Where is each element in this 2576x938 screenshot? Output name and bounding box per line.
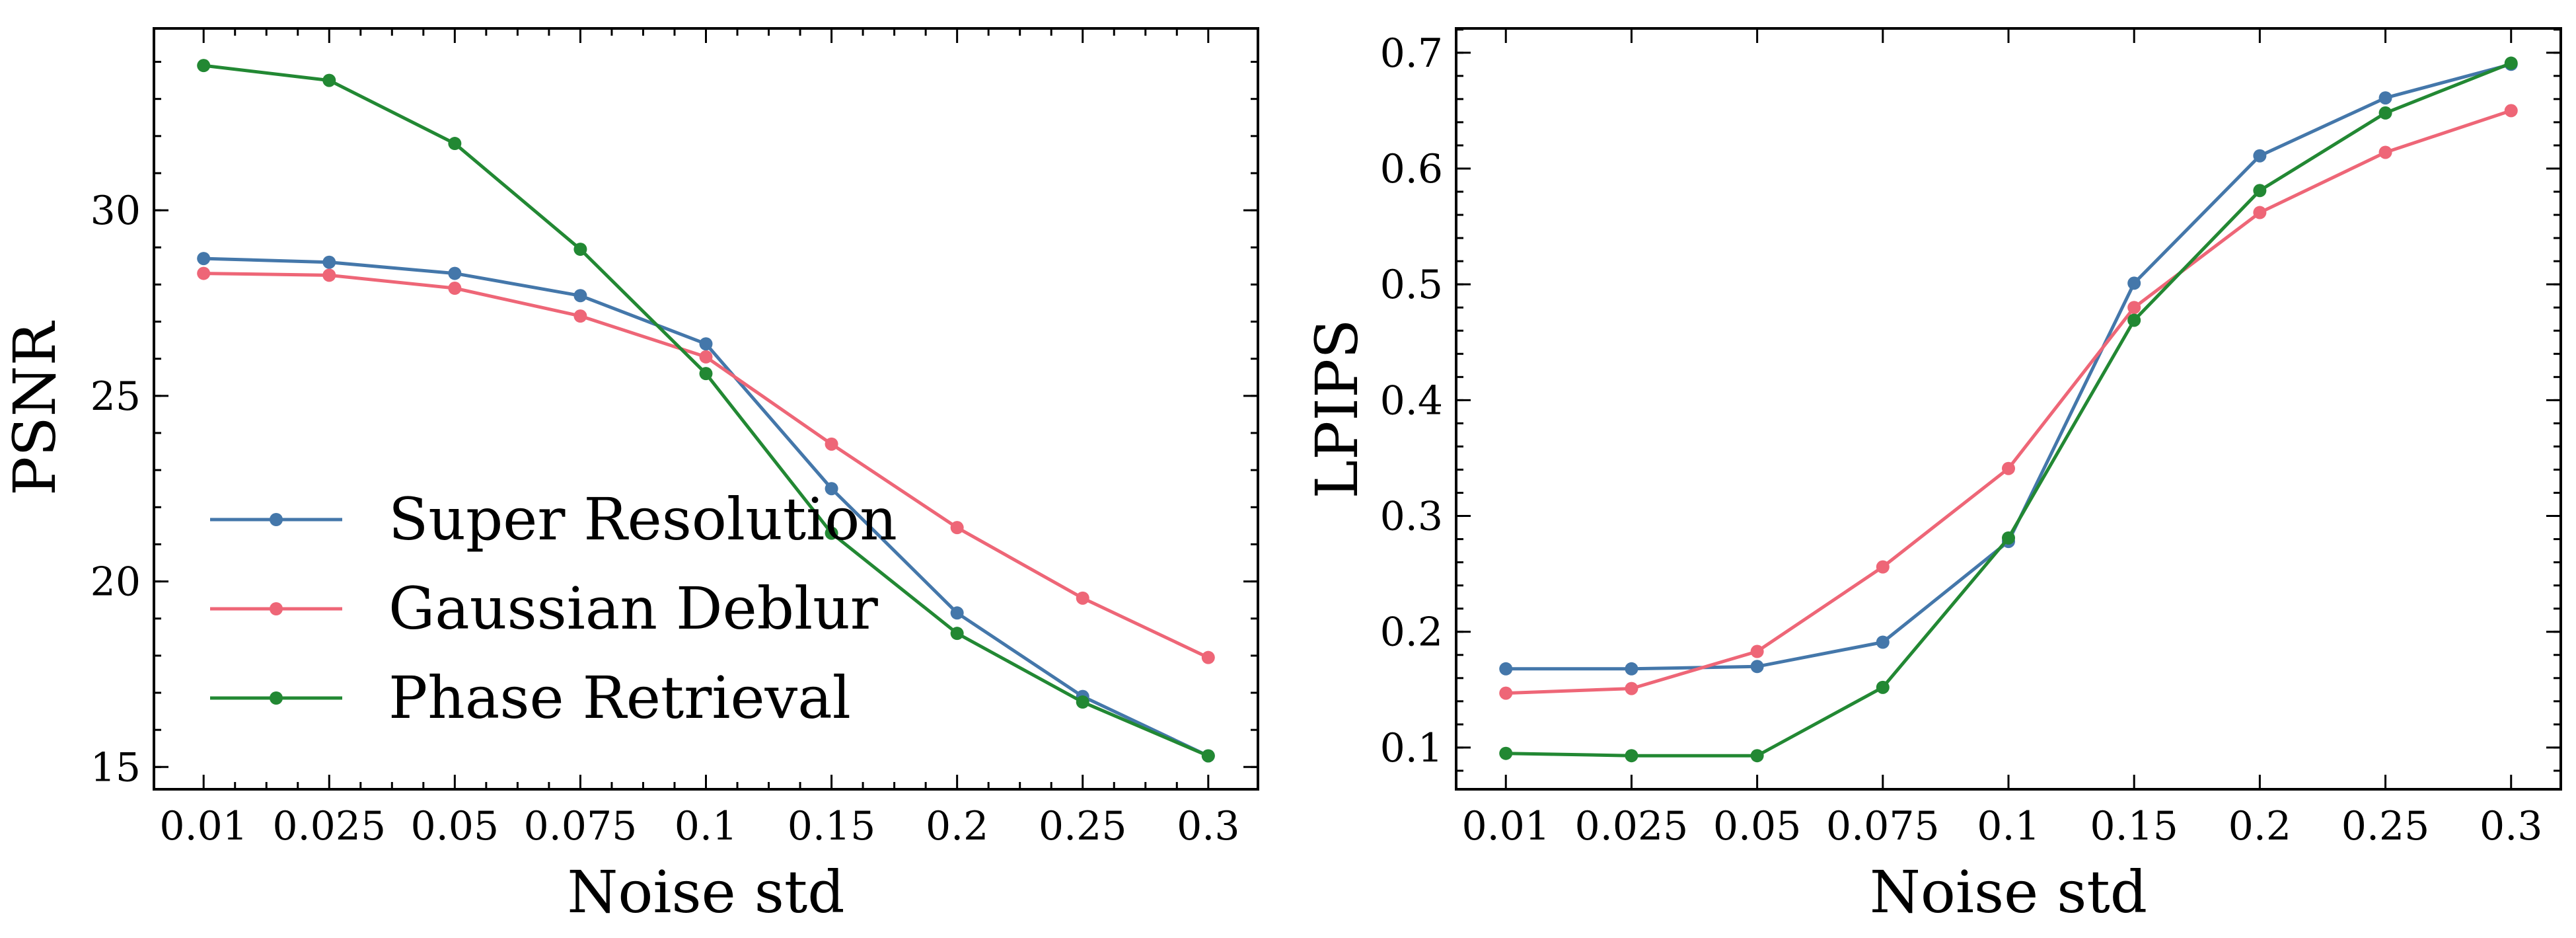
data-point <box>2253 149 2267 163</box>
data-point <box>322 255 336 269</box>
data-point <box>2253 184 2267 198</box>
data-point <box>197 59 211 73</box>
legend: Super Resolution Gaussian Deblur Phase Ret… <box>210 485 897 732</box>
series-line-3 <box>203 63 1209 758</box>
data-point <box>1876 635 1890 649</box>
data-point <box>197 252 211 266</box>
x-tick-label: 0.2 <box>2228 803 2291 849</box>
series-line-2 <box>1506 109 2512 695</box>
x-tick-label: 0.3 <box>1177 803 1239 849</box>
y-tick-label: 25 <box>91 373 141 420</box>
data-point <box>573 289 587 303</box>
y-tick-label: 30 <box>91 188 141 234</box>
data-point <box>448 266 462 280</box>
data-point <box>1076 591 1089 605</box>
data-point <box>950 627 964 641</box>
y-tick-label: 0.1 <box>1380 725 1443 771</box>
data-point <box>1625 662 1638 676</box>
data-point <box>2378 106 2392 120</box>
data-point <box>1625 682 1638 695</box>
data-point <box>448 282 462 295</box>
data-point <box>1750 660 1764 674</box>
x-tick-label: 0.05 <box>1713 803 1802 849</box>
x-tick-label: 0.1 <box>675 803 737 849</box>
x-tick-label: 0.15 <box>2090 803 2178 849</box>
data-point <box>1625 749 1638 763</box>
x-tick-label: 0.2 <box>926 803 988 849</box>
data-point <box>950 606 964 620</box>
legend-marker-1 <box>270 513 283 526</box>
data-point <box>1201 650 1215 664</box>
y-tick-label: 0.3 <box>1380 494 1443 540</box>
data-point <box>1876 560 1890 574</box>
y-tick-label: 15 <box>91 744 141 791</box>
legend-label-1: Super Resolution <box>388 485 897 553</box>
y-tick-label: 0.6 <box>1380 146 1443 192</box>
x-tick-label: 0.01 <box>1461 803 1550 849</box>
data-point <box>1750 749 1764 763</box>
data-point <box>2378 91 2392 105</box>
data-point <box>2127 313 2141 327</box>
legend-marker-3 <box>270 691 283 705</box>
x-tick-label: 0.25 <box>1039 803 1127 849</box>
chart-panel-1: 0.01 0.025 0.05 0.075 0.1 0.15 0.2 0.25 0.3 15 20 2… <box>1 27 1259 926</box>
data-point <box>825 437 838 451</box>
data-point <box>322 268 336 282</box>
x-tick-label: 0.075 <box>1826 803 1940 849</box>
data-point <box>322 73 336 87</box>
data-point <box>699 350 713 364</box>
data-point <box>1201 749 1215 763</box>
data-point <box>950 521 964 535</box>
data-point <box>2504 56 2518 70</box>
y-tick-label: 0.5 <box>1380 262 1443 308</box>
data-point <box>1499 746 1513 760</box>
data-point <box>2253 206 2267 219</box>
data-point <box>2504 104 2518 118</box>
series-line-1 <box>1506 62 2512 671</box>
data-point <box>2378 145 2392 159</box>
data-point <box>1499 662 1513 676</box>
y-tick-label: 20 <box>91 559 141 606</box>
legend-marker-2 <box>270 602 283 615</box>
plot-frame <box>1455 27 2562 791</box>
y-axis-label: PSNR <box>1 320 69 495</box>
data-point <box>699 367 713 381</box>
data-point <box>448 137 462 151</box>
data-point <box>825 482 838 496</box>
chart-panel-2: 0.01 0.025 0.05 0.075 0.1 0.15 0.2 0.25 0.3 0.1 0.… <box>1303 27 2562 926</box>
x-tick-label: 0.25 <box>2341 803 2430 849</box>
x-axis-label: Noise std <box>567 858 844 926</box>
x-tick-label: 0.025 <box>1575 803 1689 849</box>
x-tick-label: 0.05 <box>411 803 499 849</box>
x-tick-label: 0.15 <box>788 803 876 849</box>
data-point <box>825 526 838 540</box>
legend-label-3: Phase Retrieval <box>388 664 851 732</box>
data-point <box>1499 686 1513 700</box>
data-point <box>573 309 587 323</box>
data-point <box>2127 276 2141 290</box>
data-point <box>699 337 713 351</box>
data-point <box>2127 301 2141 315</box>
y-tick-label: 0.7 <box>1380 30 1443 77</box>
x-tick-label: 0.01 <box>159 803 248 849</box>
x-tick-label: 0.025 <box>272 803 386 849</box>
data-point <box>197 266 211 280</box>
legend-label-2: Gaussian Deblur <box>388 574 879 643</box>
y-tick-label: 0.4 <box>1380 377 1443 424</box>
y-axis-label: LPIPS <box>1303 319 1371 499</box>
data-point <box>1750 645 1764 658</box>
data-point <box>1876 680 1890 694</box>
data-point <box>2002 531 2015 545</box>
x-axis-label: Noise std <box>1870 858 2147 926</box>
x-tick-label: 0.1 <box>1977 803 2040 849</box>
data-point <box>2002 461 2015 475</box>
y-tick-label: 0.2 <box>1380 609 1443 656</box>
x-tick-label: 0.3 <box>2480 803 2542 849</box>
series-line-3 <box>1506 61 2512 758</box>
data-point <box>573 243 587 256</box>
x-tick-label: 0.075 <box>524 803 638 849</box>
data-point <box>1076 695 1089 709</box>
